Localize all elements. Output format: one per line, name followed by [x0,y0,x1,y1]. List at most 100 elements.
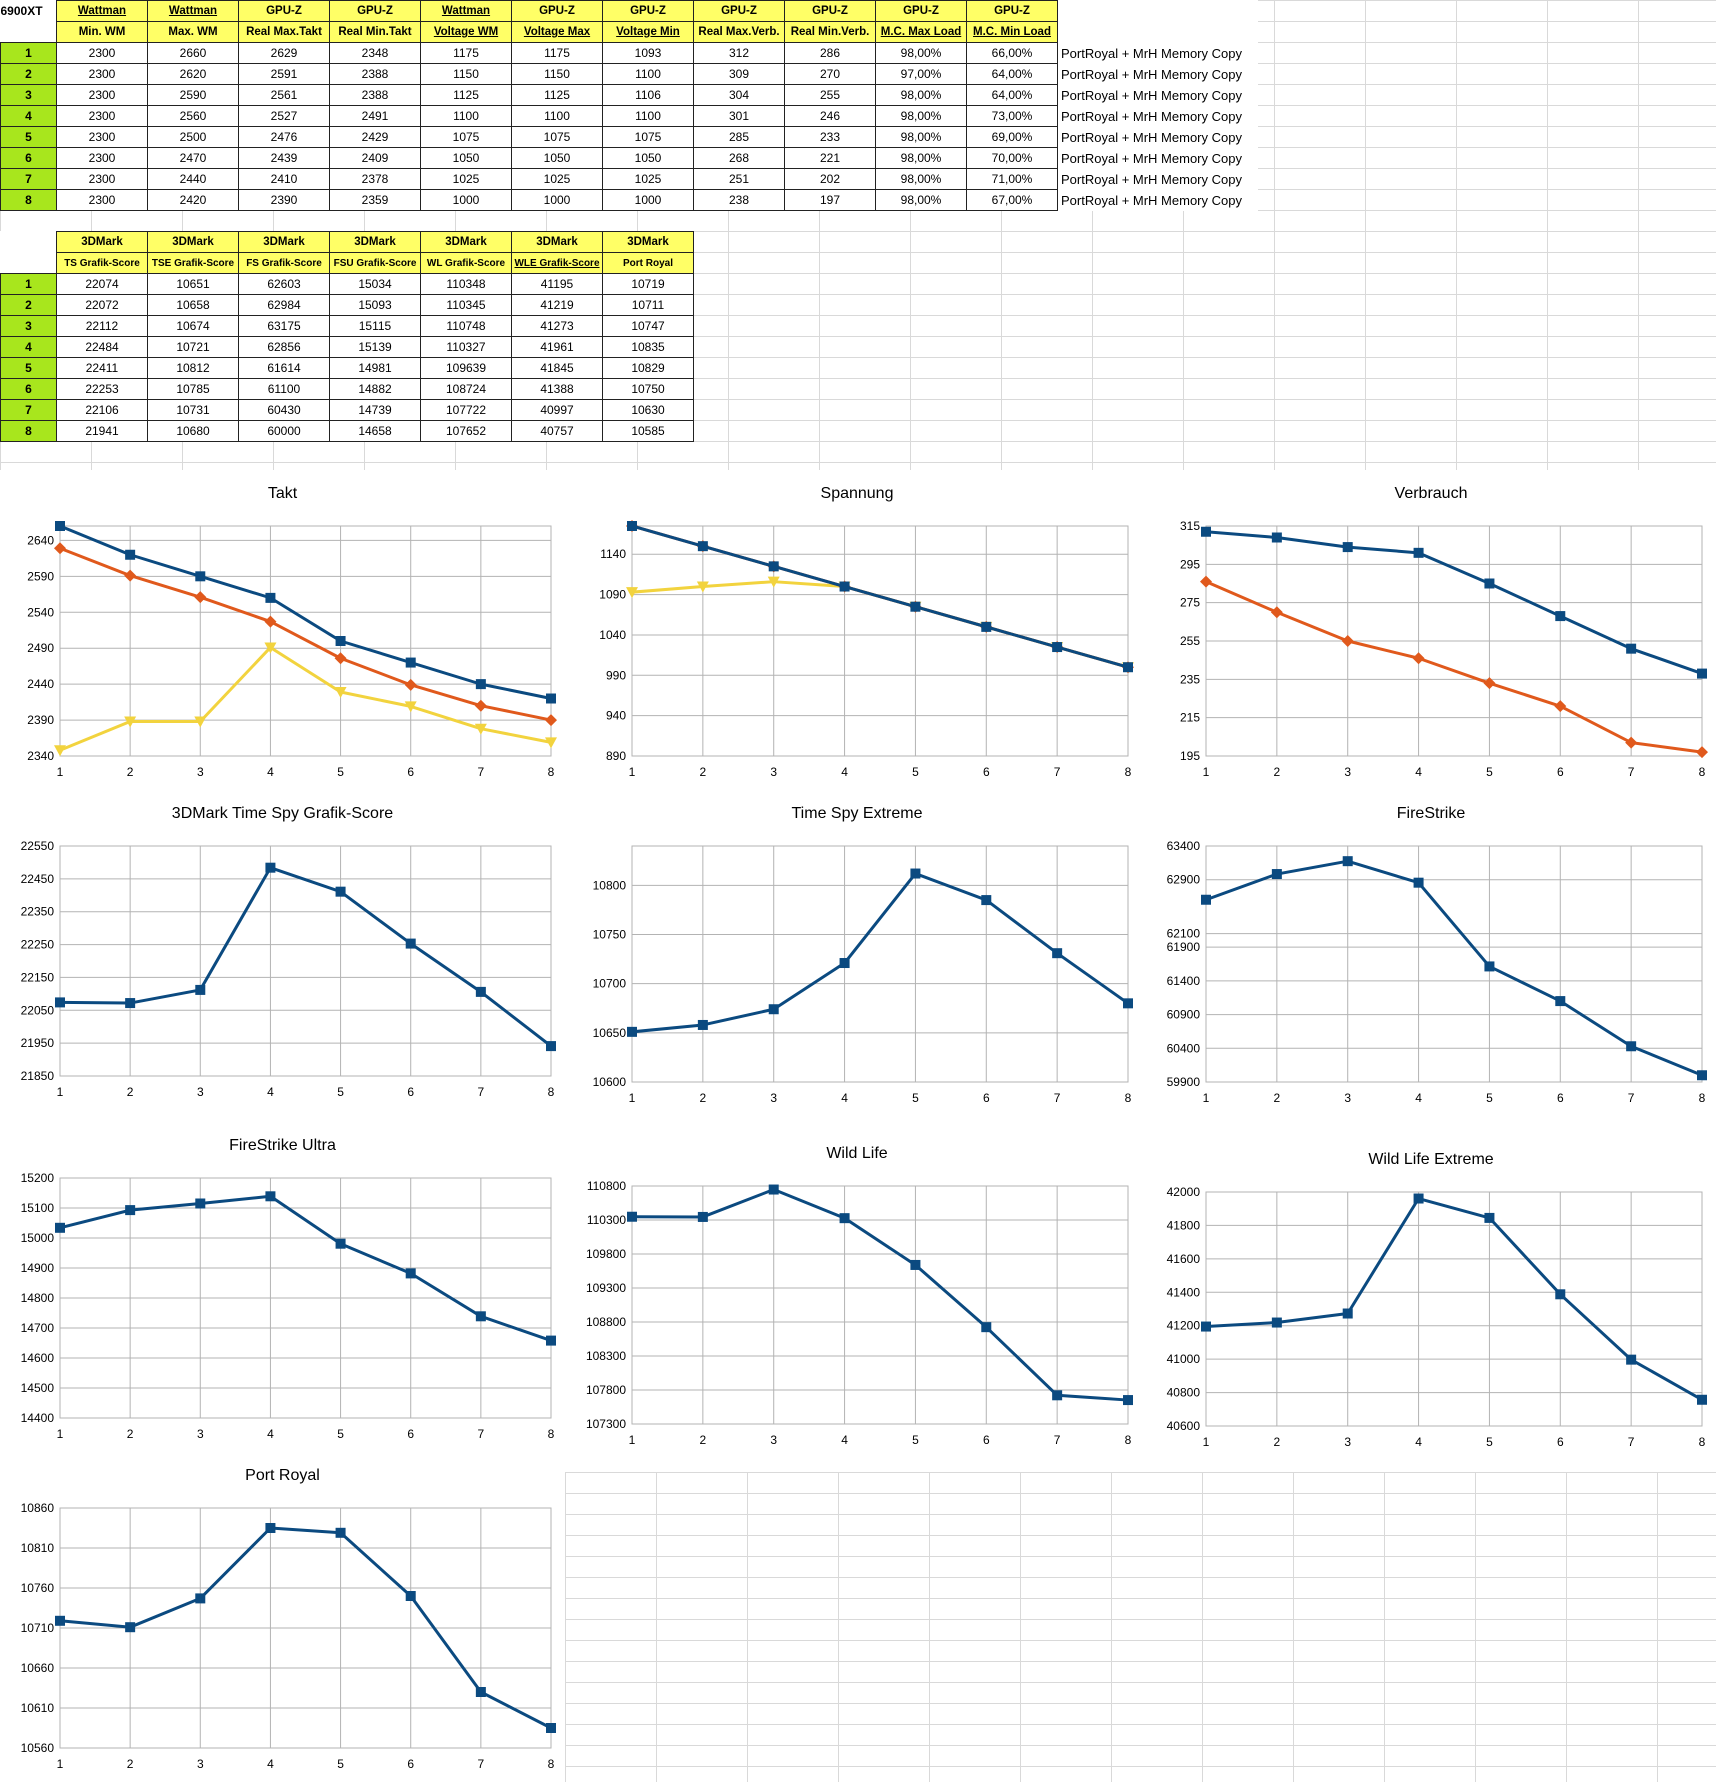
data-cell[interactable]: 14658 [329,420,421,442]
note-cell[interactable]: PortRoyal + MrH Memory Copy [1061,108,1242,124]
data-cell[interactable]: 312 [693,42,785,64]
header-cell[interactable]: Real Min.Verb. [784,21,876,43]
data-cell[interactable]: 41273 [511,315,603,337]
data-cell[interactable]: 1025 [602,168,694,190]
row-number[interactable]: 8 [0,189,57,211]
data-cell[interactable]: 41961 [511,336,603,358]
data-cell[interactable]: 1175 [511,42,603,64]
data-cell[interactable]: 21941 [56,420,148,442]
data-cell[interactable]: 10812 [147,357,239,379]
data-cell[interactable]: 22106 [56,399,148,421]
data-cell[interactable]: 2300 [56,42,148,64]
header-cell[interactable]: TSE Grafik-Score [147,252,239,274]
header-cell[interactable]: Voltage Max [511,21,603,43]
header-cell[interactable]: Min. WM [56,21,148,43]
header-cell[interactable]: Voltage WM [420,21,512,43]
data-cell[interactable]: 107722 [420,399,512,421]
header-group-cell[interactable]: 3DMark [238,231,330,253]
data-cell[interactable]: 110748 [420,315,512,337]
data-cell[interactable]: 62603 [238,273,330,295]
data-cell[interactable]: 40757 [511,420,603,442]
data-cell[interactable]: 2560 [147,105,239,127]
data-cell[interactable]: 14981 [329,357,421,379]
data-cell[interactable]: 62984 [238,294,330,316]
row-number[interactable]: 3 [0,315,57,337]
header-cell[interactable]: WL Grafik-Score [420,252,512,274]
data-cell[interactable]: 41388 [511,378,603,400]
header-group-cell[interactable]: 3DMark [147,231,239,253]
data-cell[interactable]: 2470 [147,147,239,169]
data-cell[interactable]: 2440 [147,168,239,190]
data-cell[interactable]: 268 [693,147,785,169]
data-cell[interactable]: 10829 [602,357,694,379]
data-cell[interactable]: 255 [784,84,876,106]
data-cell[interactable]: 1000 [602,189,694,211]
data-cell[interactable]: 2591 [238,63,330,85]
data-cell[interactable]: 73,00% [966,105,1058,127]
data-cell[interactable]: 61614 [238,357,330,379]
data-cell[interactable]: 1075 [602,126,694,148]
data-cell[interactable]: 98,00% [875,126,967,148]
data-cell[interactable]: 1106 [602,84,694,106]
data-cell[interactable]: 22253 [56,378,148,400]
data-cell[interactable]: 2300 [56,168,148,190]
data-cell[interactable]: 10835 [602,336,694,358]
data-cell[interactable]: 285 [693,126,785,148]
data-cell[interactable]: 2300 [56,105,148,127]
row-number[interactable]: 6 [0,378,57,400]
row-number[interactable]: 8 [0,420,57,442]
data-cell[interactable]: 1050 [511,147,603,169]
data-cell[interactable]: 14882 [329,378,421,400]
data-cell[interactable]: 110345 [420,294,512,316]
data-cell[interactable]: 2348 [329,42,421,64]
note-cell[interactable]: PortRoyal + MrH Memory Copy [1061,66,1242,82]
header-cell[interactable]: M.C. Max Load [875,21,967,43]
header-cell[interactable]: TS Grafik-Score [56,252,148,274]
header-group-cell[interactable]: Wattman [56,0,148,22]
data-cell[interactable]: 301 [693,105,785,127]
header-group-cell[interactable]: 3DMark [511,231,603,253]
data-cell[interactable]: 14739 [329,399,421,421]
data-cell[interactable]: 10719 [602,273,694,295]
header-group-cell[interactable]: GPU-Z [329,0,421,22]
data-cell[interactable]: 107652 [420,420,512,442]
data-cell[interactable]: 1100 [602,63,694,85]
data-cell[interactable]: 10711 [602,294,694,316]
data-cell[interactable]: 10651 [147,273,239,295]
data-cell[interactable]: 97,00% [875,63,967,85]
blank-cell[interactable] [1,232,57,253]
header-group-cell[interactable]: Wattman [147,0,239,22]
header-group-cell[interactable]: 3DMark [56,231,148,253]
data-cell[interactable]: 66,00% [966,42,1058,64]
data-cell[interactable]: 1175 [420,42,512,64]
data-cell[interactable]: 2527 [238,105,330,127]
data-cell[interactable]: 2491 [329,105,421,127]
data-cell[interactable]: 10658 [147,294,239,316]
data-cell[interactable]: 60430 [238,399,330,421]
data-cell[interactable]: 2420 [147,189,239,211]
data-cell[interactable]: 1050 [602,147,694,169]
data-cell[interactable]: 60000 [238,420,330,442]
data-cell[interactable]: 22112 [56,315,148,337]
row-number[interactable]: 4 [0,105,57,127]
data-cell[interactable]: 2590 [147,84,239,106]
data-cell[interactable]: 2410 [238,168,330,190]
row-number[interactable]: 7 [0,399,57,421]
data-cell[interactable]: 1050 [420,147,512,169]
data-cell[interactable]: 2439 [238,147,330,169]
row-number[interactable]: 5 [0,126,57,148]
data-cell[interactable]: 1025 [420,168,512,190]
data-cell[interactable]: 1100 [420,105,512,127]
data-cell[interactable]: 2390 [238,189,330,211]
data-cell[interactable]: 41219 [511,294,603,316]
header-cell[interactable]: WLE Grafik-Score [511,252,603,274]
data-cell[interactable]: 62856 [238,336,330,358]
data-cell[interactable]: 10785 [147,378,239,400]
data-cell[interactable]: 1125 [511,84,603,106]
data-cell[interactable]: 98,00% [875,168,967,190]
data-cell[interactable]: 98,00% [875,189,967,211]
data-cell[interactable]: 2378 [329,168,421,190]
header-group-cell[interactable]: GPU-Z [693,0,785,22]
data-cell[interactable]: 10721 [147,336,239,358]
data-cell[interactable]: 238 [693,189,785,211]
